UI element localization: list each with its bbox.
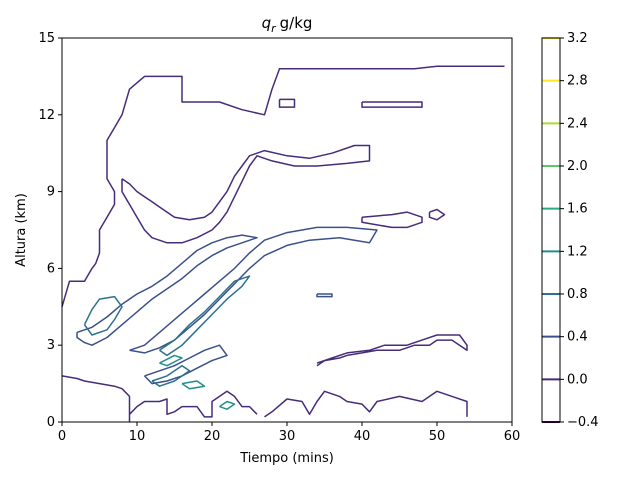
colorbar-tick-label: −0.4: [567, 415, 599, 430]
y-tick-label: 3: [47, 338, 55, 353]
x-tick-label: 30: [279, 429, 296, 444]
title-symbol: q: [262, 14, 272, 32]
contour-line-5: [121, 144, 371, 244]
y-tick-label: 15: [38, 31, 55, 46]
x-tick-label: 50: [429, 429, 446, 444]
contour-line-18: [219, 400, 236, 410]
y-tick-label: 9: [47, 185, 55, 200]
colorbar: −0.4 0.0 0.4 0.8 1.2 1.6 2.0 2.4 2.8 3.2: [541, 31, 599, 430]
colorbar-tick-label: 2.0: [567, 159, 588, 174]
y-tick-label: 6: [47, 261, 55, 276]
contour-line-8: [361, 101, 423, 108]
contour-line-17: [181, 380, 206, 390]
colorbar-tick-label: 2.8: [567, 74, 588, 89]
colorbar-tick-label: 1.6: [567, 202, 588, 217]
x-tick-label: 60: [504, 429, 521, 444]
x-tick-label: 10: [129, 429, 146, 444]
colorbar-frame: [541, 37, 561, 423]
contour-line-3: [264, 390, 468, 418]
contour-line-12: [143, 344, 228, 385]
contour-line-14: [83, 295, 123, 336]
contour-line-10: [76, 234, 258, 346]
colorbar-tick-label: 0.4: [567, 330, 588, 345]
plot-frame: [61, 37, 513, 423]
y-tick-label: 0: [47, 415, 55, 430]
contour-line-2: [128, 390, 258, 418]
contour-line-7: [428, 208, 446, 221]
colorbar-tick-label: 3.2: [567, 31, 588, 46]
y-tick-label: 12: [38, 108, 55, 123]
contour-line-16: [151, 364, 191, 387]
contour-line-4: [316, 334, 468, 367]
y-axis-label: Altura (km): [14, 193, 29, 267]
chart-title: qr g/kg: [262, 14, 313, 35]
title-unit: g/kg: [280, 14, 313, 32]
title-subscript: r: [271, 22, 277, 35]
x-tick-label: 40: [354, 429, 371, 444]
contour-lines: [61, 65, 505, 422]
contour-line-13: [316, 293, 333, 298]
contour-line-19: [159, 354, 183, 367]
contour-line-1: [61, 375, 131, 422]
x-tick-label: 20: [204, 429, 221, 444]
y-axis: 0 3 6 9 12 15: [38, 31, 62, 430]
contour-line-11: [129, 226, 378, 354]
x-axis: 0 10 20 30 40 50 60: [58, 422, 520, 444]
contour-line-0: [61, 65, 505, 308]
colorbar-tick-label: 0.0: [567, 372, 588, 387]
colorbar-tick-label: 1.2: [567, 244, 588, 259]
colorbar-tick-label: 0.8: [567, 287, 588, 302]
x-tick-label: 0: [58, 429, 66, 444]
contour-line-9: [278, 98, 296, 108]
x-axis-label: Tiempo (mins): [239, 451, 334, 466]
contour-line-15: [159, 275, 251, 357]
colorbar-tick-label: 2.4: [567, 116, 588, 131]
contour-line-6: [361, 211, 423, 229]
